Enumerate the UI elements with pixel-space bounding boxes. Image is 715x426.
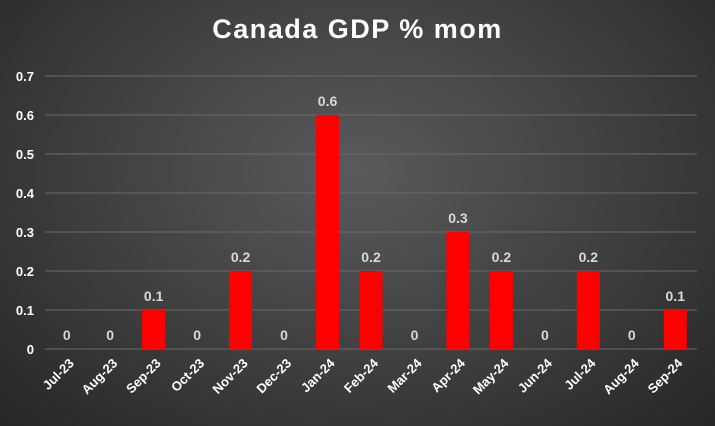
- data-label: 0: [193, 327, 201, 343]
- data-label: 0.2: [492, 249, 512, 265]
- x-tick-label: Aug-24: [600, 355, 642, 397]
- data-label: 0.1: [144, 288, 164, 304]
- bar: [229, 271, 253, 349]
- data-label: 0.1: [666, 288, 686, 304]
- data-label: 0.2: [231, 249, 251, 265]
- bar: [576, 271, 600, 349]
- x-tick-label: Aug-23: [79, 356, 121, 398]
- data-label: 0: [280, 327, 288, 343]
- x-tick-label: Sep-23: [123, 356, 164, 397]
- x-tick-label: Dec-23: [253, 356, 294, 397]
- y-tick-label: 0.5: [16, 147, 34, 162]
- data-label: 0: [628, 327, 636, 343]
- bar: [316, 115, 340, 349]
- x-tick-label: Mar-24: [384, 355, 425, 396]
- chart-title: Canada GDP % mom: [212, 14, 503, 44]
- y-tick-label: 0.7: [16, 69, 34, 84]
- data-label: 0: [106, 327, 114, 343]
- x-tick-label: Jan-24: [298, 355, 338, 395]
- x-tick-label: Jul-23: [40, 356, 77, 393]
- x-tick-label: Nov-23: [209, 356, 250, 397]
- bar: [663, 310, 687, 349]
- bar: [359, 271, 383, 349]
- x-tick-label: Jun-24: [515, 355, 556, 396]
- data-label: 0.2: [579, 249, 599, 265]
- data-label: 0.6: [318, 93, 338, 109]
- x-tick-label: Sep-24: [645, 355, 686, 396]
- x-tick-label: May-24: [470, 355, 512, 397]
- data-label: 0: [411, 327, 419, 343]
- data-label: 0: [63, 327, 71, 343]
- x-tick-label: Jul-24: [561, 355, 599, 393]
- x-tick-label: Apr-24: [428, 355, 468, 395]
- x-tick-label: Feb-24: [341, 355, 382, 396]
- y-tick-label: 0.2: [16, 264, 34, 279]
- bar: [142, 310, 166, 349]
- x-tick-label: Oct-23: [168, 356, 207, 395]
- data-label: 0.3: [448, 210, 468, 226]
- bar: [446, 232, 470, 349]
- y-tick-label: 0.6: [16, 108, 34, 123]
- y-tick-label: 0.1: [16, 303, 34, 318]
- y-tick-label: 0.3: [16, 225, 34, 240]
- bar: [489, 271, 513, 349]
- y-tick-label: 0.4: [16, 186, 35, 201]
- data-label: 0: [541, 327, 549, 343]
- data-label: 0.2: [361, 249, 381, 265]
- y-tick-label: 0: [27, 342, 34, 357]
